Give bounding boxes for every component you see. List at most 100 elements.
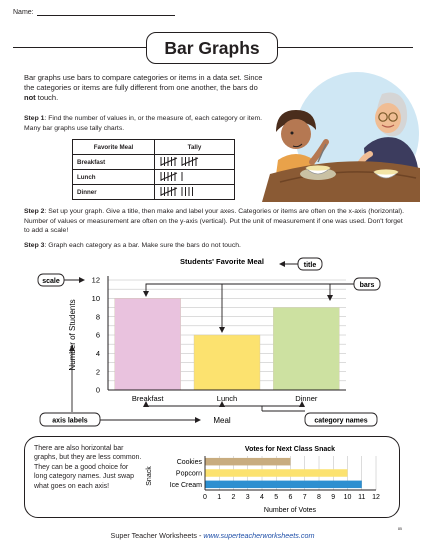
snack-chart-y-axis-label: Snack [146, 466, 153, 486]
snack-x-tick-label: 10 [344, 494, 352, 501]
category-names-callout: category names [314, 417, 367, 424]
tally-row: Dinner [72, 184, 235, 200]
tally-meal: Dinner [72, 184, 155, 200]
axis-labels-callout-box [39, 412, 101, 427]
main-chart-title: Students' Favorite Meal [180, 257, 264, 266]
snack-x-tick-label: 5 [274, 494, 278, 501]
glasses-right [388, 112, 398, 122]
snack-y-tick-label: Popcorn [176, 471, 202, 478]
scale-callout-box [37, 273, 65, 287]
snack-x-tick-label: 0 [203, 494, 207, 501]
tally-meal: Breakfast [72, 154, 155, 170]
main-y-tick-label: 2 [96, 367, 100, 376]
callout-arrows [63, 261, 354, 423]
snack-x-tick-label: 12 [372, 494, 380, 501]
tally-header-meal: Favorite Meal [72, 139, 155, 155]
main-bar-lunch [193, 334, 261, 391]
category-arrow-dinner [262, 401, 305, 407]
favorite-meal-bar-chart: 0 2 4 6 8 10 12 Breakfast Lunch Dinner Students' … [37, 257, 381, 427]
snack-bar-popcorn [205, 469, 348, 477]
boy-mouth [292, 143, 303, 148]
main-chart-axes [107, 276, 346, 391]
page-code: 85 [398, 527, 402, 531]
main-chart-bars [114, 298, 340, 391]
tally-cross-stroke [160, 187, 178, 195]
tally-marks-drawing [160, 186, 193, 196]
snack-x-tick-label: 7 [303, 494, 307, 501]
boy-soup [306, 165, 330, 171]
tally-marks-drawing [160, 156, 199, 166]
name-label: Name: [13, 9, 34, 16]
tally-marks [154, 169, 235, 185]
bars-callout-box [353, 277, 381, 291]
main-bar-breakfast [114, 298, 181, 391]
category-arrow-breakfast [143, 401, 263, 411]
snack-x-tick-label: 3 [246, 494, 250, 501]
bars-arrow-dinner [327, 283, 354, 301]
axis-labels-callout: axis labels [52, 417, 88, 424]
table-edge [279, 171, 417, 183]
tally-header-tally: Tally [154, 139, 235, 155]
intro-bold-word: not [24, 93, 36, 103]
step-3-text: Graph each category as a bar. Make sure … [48, 242, 241, 249]
snack-chart-x-axis-label: Number of Votes [264, 507, 317, 514]
grandmother-soup [374, 169, 398, 175]
step-1-label: Step 1 [24, 115, 45, 122]
tally-table: Favorite Meal Tally Breakfast Lunch Dinn… [72, 139, 235, 200]
main-y-tick-label: 8 [96, 312, 100, 321]
glasses-left [378, 112, 388, 122]
tally-marks [154, 154, 235, 170]
grandmother-smile [381, 124, 395, 128]
step-2: Step 2: Set up your graph. Give a title,… [24, 208, 405, 235]
main-chart-x-axis-label: Meal [213, 416, 231, 425]
main-x-tick-label: Dinner [295, 394, 318, 403]
footer-text: Super Teacher Worksheets - [110, 531, 204, 540]
horizontal-bar-note: There are also horizontal bar graphs, bu… [34, 445, 142, 490]
tally-marks [154, 184, 235, 200]
snack-x-tick-label: 6 [289, 494, 293, 501]
main-y-tick-label: 0 [96, 386, 100, 395]
tally-cross-stroke [181, 157, 199, 165]
snack-chart-title: Votes for Next Class Snack [245, 446, 335, 453]
category-names-callout-box [304, 412, 378, 427]
page-title: Bar Graphs [146, 32, 278, 64]
intro-text-2: touch. [35, 93, 59, 103]
snack-x-tick-label: 2 [232, 494, 236, 501]
tally-row: Breakfast [72, 154, 235, 170]
name-field: Name: [13, 8, 175, 16]
category-arrow-lunch [219, 401, 262, 407]
tally-cross-stroke [160, 157, 178, 165]
snack-x-tick-label: 11 [358, 494, 365, 501]
family-dinner-illustration [262, 72, 420, 202]
step-1-text: Find the number of values in, or the mea… [24, 115, 263, 132]
main-chart-tick-labels: 0 2 4 6 8 10 12 Breakfast Lunch Dinner [92, 276, 318, 403]
main-x-tick-label: Breakfast [132, 394, 165, 403]
snack-y-tick-label: Ice Cream [170, 482, 202, 489]
snack-x-tick-label: 4 [260, 494, 264, 501]
footer: Super Teacher Worksheets - www.superteac… [0, 531, 425, 540]
step-2-label: Step 2 [24, 208, 45, 215]
bars-arrow-breakfast [143, 283, 330, 297]
snack-x-tick-label: 9 [331, 494, 335, 501]
title-callout-box [297, 257, 323, 271]
tally-marks-drawing [160, 171, 183, 181]
tally-cross-stroke [160, 172, 178, 180]
title-callout: title [304, 262, 317, 269]
boy-spoon [317, 143, 327, 163]
main-y-tick-label: 12 [92, 276, 100, 285]
bars-callout: bars [360, 282, 375, 289]
horizontal-bar-box [24, 436, 400, 518]
step-3-label: Step 3 [24, 242, 45, 249]
main-y-tick-label: 6 [96, 331, 100, 340]
footer-url[interactable]: www.superteacherworksheets.com [203, 531, 315, 540]
grandmother-face [375, 103, 401, 133]
snack-y-tick-label: Cookies [177, 459, 203, 466]
snack-bar-ice-cream [205, 480, 362, 489]
scale-callout: scale [42, 278, 60, 285]
main-bar-dinner [273, 307, 340, 391]
snack-x-tick-label: 8 [317, 494, 321, 501]
intro-text-1: Bar graphs use bars to compare categorie… [24, 73, 263, 93]
name-blank-line [36, 8, 175, 16]
